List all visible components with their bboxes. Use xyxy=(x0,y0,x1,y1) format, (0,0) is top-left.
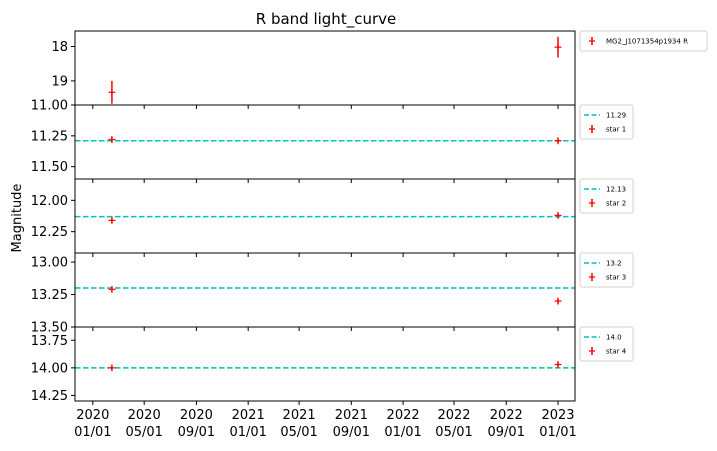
chart-title: R band light_curve xyxy=(256,10,396,29)
y-tick-label: 13.25 xyxy=(31,288,68,303)
y-tick-label: 18 xyxy=(51,40,68,55)
legend-label: 13.2 xyxy=(606,260,622,268)
y-tick-label: 12.00 xyxy=(31,194,68,209)
x-tick-label: 2021 01/01 xyxy=(229,408,266,440)
y-tick-label: 11.25 xyxy=(31,129,68,144)
y-tick-label: 11.00 xyxy=(31,99,68,114)
panel-2: 11.00 11.25 11.50 11.29 star 1 xyxy=(31,99,634,183)
data-point xyxy=(108,80,116,104)
legend-label: star 3 xyxy=(606,274,626,282)
x-tick-label: 2020 05/01 xyxy=(125,408,162,440)
panel-frame xyxy=(74,30,576,106)
x-tick-label: 2020 01/01 xyxy=(74,408,111,440)
legend-marker-swatch xyxy=(589,199,595,207)
data-point xyxy=(554,361,562,369)
legend: 11.29 star 1 xyxy=(579,104,634,140)
x-axis: 2020 01/01 2020 05/01 2020 09/01 2021 01/01 2021… xyxy=(74,408,577,440)
data-point xyxy=(108,364,116,372)
x-tick-label: 2023 01/01 xyxy=(539,408,576,440)
legend-marker-swatch xyxy=(589,273,595,281)
data-point xyxy=(108,216,116,224)
y-tick-label: 14.00 xyxy=(31,361,68,376)
legend-marker-swatch xyxy=(589,37,595,45)
x-tick-label: 2022 05/01 xyxy=(435,408,472,440)
y-tick-label: 11.50 xyxy=(31,160,68,175)
legend-label: star 4 xyxy=(606,348,627,356)
data-point xyxy=(554,137,562,145)
panel-3: 12.00 12.25 12.13 star 2 xyxy=(31,178,634,257)
panel-5: 13.75 14.00 14.25 14.0 star 4 xyxy=(31,326,634,405)
x-tick-label: 2020 09/01 xyxy=(178,408,215,440)
data-point xyxy=(554,211,562,219)
data-point xyxy=(554,36,562,58)
data-point xyxy=(108,285,116,293)
legend-label: 12.13 xyxy=(606,186,626,194)
legend-label: 11.29 xyxy=(606,112,626,120)
legend: 13.2 star 3 xyxy=(579,252,634,288)
legend-label: star 1 xyxy=(606,126,626,134)
panel-frame xyxy=(74,104,576,180)
legend-label: star 2 xyxy=(606,200,626,208)
y-tick-label: 13.75 xyxy=(31,334,68,349)
x-tick-label: 2021 05/01 xyxy=(280,408,317,440)
panel-frame xyxy=(74,252,576,328)
legend: MG2_J1071354p1934 R xyxy=(579,30,708,52)
legend: 12.13 star 2 xyxy=(579,178,634,214)
data-point xyxy=(554,297,562,305)
y-axis-label: Magnitude xyxy=(10,184,25,253)
y-tick-label: 14.25 xyxy=(31,389,68,404)
x-tick-label: 2022 09/01 xyxy=(488,408,525,440)
legend: 14.0 star 4 xyxy=(579,326,634,362)
legend-marker-swatch xyxy=(589,125,595,133)
legend-marker-swatch xyxy=(589,347,595,355)
legend-label: MG2_J1071354p1934 R xyxy=(606,38,688,46)
data-point xyxy=(108,136,116,144)
x-tick-label: 2022 01/01 xyxy=(384,408,421,440)
y-tick-label: 13.50 xyxy=(31,321,68,336)
panel-frame xyxy=(74,326,576,402)
legend-label: 14.0 xyxy=(606,334,622,342)
panel-4: 13.00 13.25 13.50 13.2 star 3 xyxy=(31,252,634,336)
y-tick-label: 19 xyxy=(51,74,68,89)
y-tick-label: 12.25 xyxy=(31,225,68,240)
y-tick-label: 13.00 xyxy=(31,256,68,271)
panel-1: 18 19 MG2_J1071354p1934 R xyxy=(51,30,708,109)
x-tick-label: 2021 09/01 xyxy=(333,408,370,440)
